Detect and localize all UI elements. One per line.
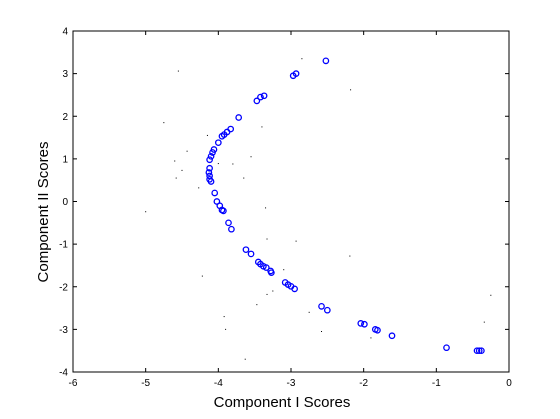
data-point-dot — [217, 163, 219, 165]
data-point-circle — [218, 132, 226, 140]
data-point-circle — [207, 178, 215, 185]
data-point-dot — [163, 122, 165, 124]
data-point-dot — [308, 311, 310, 313]
data-point-circle — [374, 326, 381, 334]
data-point-dot — [201, 275, 203, 277]
data-point-dot — [174, 160, 176, 162]
data-point-dot — [232, 163, 234, 165]
data-point-circle — [323, 306, 331, 314]
data-point-circle — [225, 219, 232, 227]
data-point-dot — [225, 328, 227, 330]
data-point-circle — [322, 57, 330, 65]
data-point-dot — [186, 150, 188, 152]
data-point-circle — [211, 189, 219, 197]
data-point-circle — [478, 347, 485, 355]
x-axis-ticks: -6 -5 -4 -3 -2 -1 0 — [69, 31, 512, 389]
data-points — [145, 57, 492, 360]
y-tick-label: 2 — [62, 112, 68, 123]
x-tick-label: -4 — [214, 378, 223, 389]
data-point-circle — [228, 225, 235, 233]
x-tick-label: -1 — [432, 378, 441, 389]
data-point-dot — [223, 316, 225, 318]
data-point-circle — [268, 269, 275, 277]
data-point-circle — [260, 92, 268, 100]
data-point-dot — [256, 304, 258, 306]
x-tick-label: 0 — [506, 378, 512, 389]
y-axis-label: Component II Scores — [35, 142, 52, 283]
data-point-dot — [272, 290, 274, 292]
y-tick-label: 3 — [62, 69, 68, 80]
data-point-circle — [357, 320, 365, 327]
x-tick-label: -5 — [141, 378, 150, 389]
data-point-dot — [244, 358, 246, 360]
y-tick-label: -4 — [59, 368, 68, 379]
data-point-dot — [349, 255, 351, 257]
data-point-dot — [198, 187, 200, 189]
data-point-dot — [250, 156, 252, 158]
data-point-dot — [283, 269, 285, 271]
data-point-dot — [181, 169, 183, 171]
data-point-circle — [253, 97, 261, 105]
data-point-dot — [295, 240, 297, 242]
x-tick-label: -2 — [359, 378, 368, 389]
data-point-circle — [214, 139, 222, 147]
data-point-dot — [265, 207, 267, 209]
data-point-dot — [490, 294, 492, 296]
data-point-dot — [266, 293, 268, 295]
data-point-circle — [209, 149, 216, 156]
data-point-circle — [289, 72, 297, 80]
data-point-circle — [257, 93, 264, 101]
plot-area — [72, 30, 510, 373]
data-point-dot — [370, 337, 372, 339]
y-tick-label: -1 — [59, 240, 68, 251]
y-tick-label: 4 — [62, 27, 68, 38]
data-point-dot — [175, 177, 177, 179]
data-point-circle — [206, 164, 213, 172]
data-point-circle — [361, 320, 368, 328]
y-tick-label: -3 — [59, 325, 68, 336]
data-point-circle — [443, 344, 450, 352]
data-point-dot — [301, 58, 303, 60]
y-tick-label: 1 — [62, 154, 68, 165]
data-point-circle — [318, 303, 325, 310]
y-tick-label: 0 — [62, 197, 68, 208]
data-point-circle — [207, 152, 215, 160]
data-point-circle — [247, 250, 255, 258]
data-point-dot — [261, 126, 263, 128]
x-axis-label: Component I Scores — [214, 394, 351, 411]
data-point-dot — [206, 134, 208, 136]
data-point-circle — [206, 156, 213, 164]
data-point-circle — [475, 347, 483, 355]
data-point-circle — [291, 285, 298, 293]
data-point-dot — [177, 70, 179, 72]
data-point-dot — [483, 321, 485, 323]
y-axis-ticks: -4 -3 -2 -1 0 1 2 3 4 — [59, 27, 509, 379]
x-tick-label: -6 — [69, 378, 78, 389]
data-point-dot — [243, 177, 245, 179]
data-point-circle — [242, 246, 250, 254]
data-point-circle — [262, 264, 270, 271]
data-point-dot — [266, 238, 268, 240]
data-point-dot — [145, 211, 147, 213]
y-tick-label: -2 — [59, 282, 68, 293]
data-point-dot — [321, 331, 323, 333]
data-point-dot — [350, 89, 352, 91]
data-point-circle — [235, 114, 243, 121]
x-tick-label: -3 — [287, 378, 296, 389]
data-point-circle — [388, 332, 396, 340]
data-point-circle — [220, 207, 227, 215]
data-point-circle — [205, 169, 213, 176]
data-point-circle — [473, 347, 481, 355]
